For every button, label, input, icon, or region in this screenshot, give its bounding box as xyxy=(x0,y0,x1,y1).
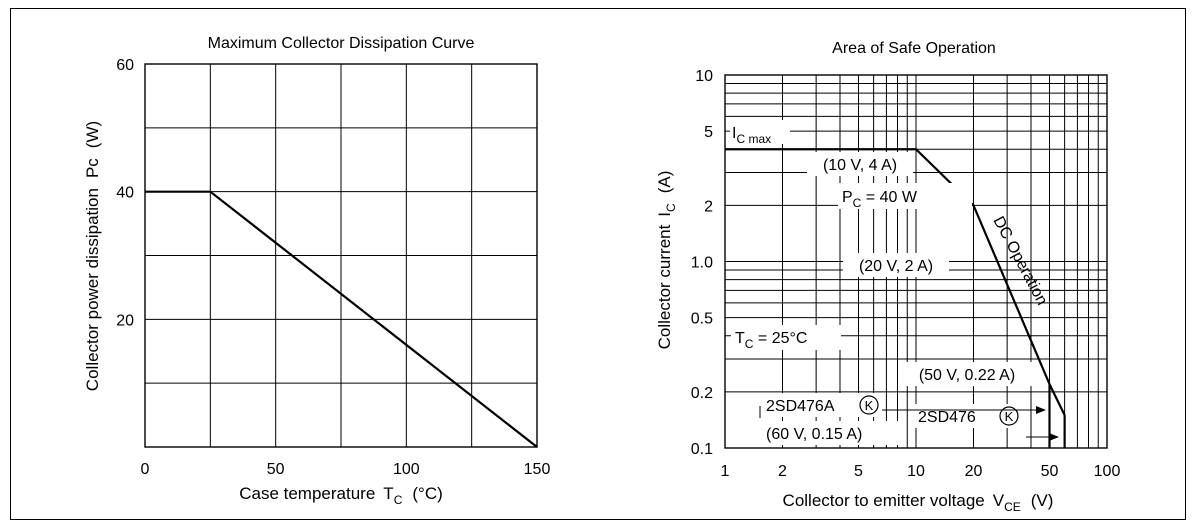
safe-operation-y-tick-4: 2 xyxy=(704,198,713,215)
dissipation-y-tick-2: 60 xyxy=(116,57,134,74)
safe-operation-x-tick-3: 10 xyxy=(907,463,925,480)
tc-label-bg xyxy=(731,325,841,350)
dissipation-chart-title: Maximum Collector Dissipation Curve xyxy=(208,35,475,52)
part-b-mark: K xyxy=(1005,409,1014,424)
safe-operation-y-axis-label: Collector current IC (A) xyxy=(655,171,678,350)
part-a-label-bg xyxy=(762,393,882,417)
dissipation-y-tick-0: 20 xyxy=(116,312,134,329)
ic-max-sub: C max xyxy=(736,132,771,146)
point3-label: (50 V, 0.22 A) xyxy=(919,367,1015,384)
dissipation-plot-area xyxy=(144,63,538,448)
dissipation-x-ticks: 0 50 100 150 xyxy=(141,461,551,478)
dissipation-y-axis-label: Collector power dissipation Pc (W) xyxy=(83,121,102,391)
pc-rest: = 40 W xyxy=(861,189,917,206)
point3-label-bg xyxy=(899,362,1035,386)
ic-max-label-bg xyxy=(730,120,790,144)
safe-operation-x-tick-5: 50 xyxy=(1041,463,1059,480)
pc-label: PC = 40 W xyxy=(842,189,918,210)
dissipation-y-ticks: 20 40 60 xyxy=(116,57,134,329)
ic-max-symbol: I xyxy=(732,125,736,142)
tc-rest: = 25°C xyxy=(753,330,807,347)
part-b-circle-mark xyxy=(999,406,1019,426)
dissipation-x-tick-1: 50 xyxy=(267,461,285,478)
ic-max-label: IC max xyxy=(732,125,771,146)
pc-sub: C xyxy=(853,196,862,210)
safe-operation-y-tick-3: 1.0 xyxy=(691,255,713,272)
safe-operation-x-tick-6: 100 xyxy=(1094,463,1121,480)
tc-symbol: T xyxy=(735,330,745,347)
safe-operation-x-axis-text: Collector to emitter voltage xyxy=(783,491,985,510)
point2-label-bg xyxy=(843,253,949,277)
dissipation-chart: Maximum Collector Dissipation Curve 0 50 1… xyxy=(83,35,550,507)
safe-operation-x-ticks: 1 2 5 10 20 50 100 xyxy=(721,463,1121,480)
part-b-label-bg xyxy=(912,404,1026,428)
dissipation-x-axis-label: Case temperature TC (°C) xyxy=(239,484,443,507)
safe-operation-x-axis-symbol: V xyxy=(993,491,1005,510)
dissipation-x-axis-symbol: T xyxy=(383,484,393,503)
figure-border xyxy=(10,8,1186,520)
safe-operation-y-tick-2: 0.5 xyxy=(691,311,713,328)
point1-label: (10 V, 4 A) xyxy=(823,157,897,174)
safe-operation-y-axis-symbol: I xyxy=(655,212,674,217)
part-b-label: 2SD476 xyxy=(918,409,976,426)
part-a-circle-mark xyxy=(859,395,879,415)
dc-operation-label: DC Operation xyxy=(990,214,1051,308)
tc-sub: C xyxy=(745,337,754,351)
safe-operation-y-tick-0: 0.1 xyxy=(691,441,713,458)
safe-operation-y-axis-sub: C xyxy=(664,203,678,212)
point1-label-bg xyxy=(807,152,913,176)
point4-label-bg xyxy=(762,421,902,445)
part-a-arrow-head xyxy=(1036,406,1046,414)
dissipation-curve-0 xyxy=(145,190,538,448)
dissipation-x-axis-unit: (°C) xyxy=(412,484,442,503)
tc-label: TC = 25°C xyxy=(735,330,807,351)
safe-operation-x-axis-unit: (V) xyxy=(1031,491,1054,510)
safe-operation-y-tick-1: 0.2 xyxy=(691,385,713,402)
dissipation-y-axis-unit: (W) xyxy=(83,121,102,148)
safe-operation-y-tick-5: 5 xyxy=(704,124,713,141)
safe-operation-x-tick-0: 1 xyxy=(721,463,730,480)
safe-operation-chart-title: Area of Safe Operation xyxy=(832,40,996,57)
safe-operation-curve-0 xyxy=(725,148,1051,448)
safe-operation-y-tick-6: 10 xyxy=(695,68,713,85)
pc-symbol: P xyxy=(842,189,853,206)
safe-operation-series xyxy=(725,148,1066,448)
safe-operation-y-ticks: 0.1 0.2 0.5 1.0 2 5 10 xyxy=(691,68,713,458)
dissipation-x-axis-sub: C xyxy=(394,493,403,507)
dissipation-y-axis-symbol: Pc xyxy=(83,158,102,178)
dissipation-x-tick-3: 150 xyxy=(524,461,551,478)
point2-label: (20 V, 2 A) xyxy=(859,258,933,275)
dissipation-x-tick-0: 0 xyxy=(141,461,150,478)
safe-operation-y-axis-unit: (A) xyxy=(655,171,674,194)
safe-operation-x-tick-1: 2 xyxy=(778,463,787,480)
part-b-arrow-head xyxy=(1049,433,1059,441)
part-a-mark: K xyxy=(865,398,874,413)
dissipation-series xyxy=(145,190,538,448)
safe-operation-curve-connector xyxy=(1048,383,1066,416)
part-a-label: 2SD476A xyxy=(766,398,835,415)
point4-label: (60 V, 0.15 A) xyxy=(766,426,862,443)
pc-label-bg xyxy=(838,183,972,209)
safe-operation-x-tick-2: 5 xyxy=(854,463,863,480)
dissipation-grid xyxy=(145,64,537,447)
dissipation-x-axis-text: Case temperature xyxy=(239,484,375,503)
safe-operation-x-axis-label: Collector to emitter voltage VCE (V) xyxy=(783,491,1054,514)
safe-operation-plot-area xyxy=(724,74,1108,449)
safe-operation-y-axis-text: Collector current xyxy=(655,224,674,349)
dissipation-y-axis-text: Collector power dissipation xyxy=(83,188,102,391)
safe-operation-chart: Area of Safe Operation 1 2 5 10 20 50 100 0.10… xyxy=(655,40,1120,514)
safe-operation-x-axis-sub: CE xyxy=(1004,500,1021,514)
dissipation-x-tick-2: 100 xyxy=(393,461,420,478)
dissipation-y-tick-1: 40 xyxy=(116,185,134,202)
safe-operation-annotations: IC max (10 V, 4 A) PC = 40 W (20 V, 2 A)… xyxy=(730,120,1059,445)
safe-operation-x-tick-4: 20 xyxy=(965,463,983,480)
